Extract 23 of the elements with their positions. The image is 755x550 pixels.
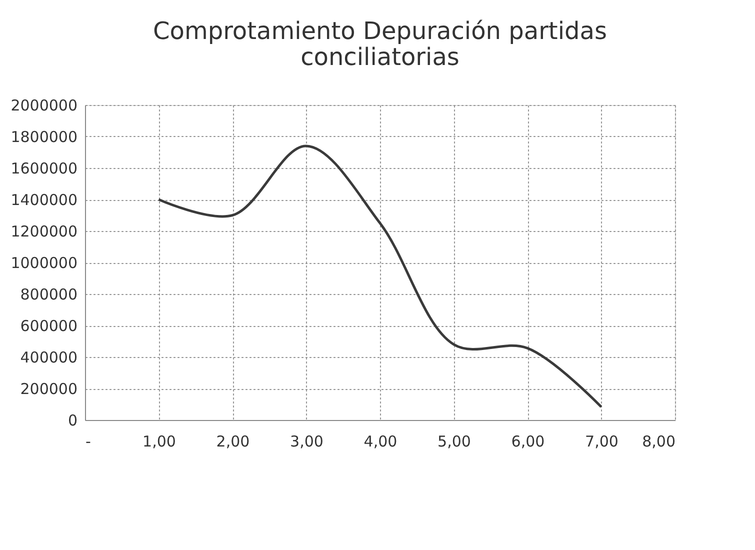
- y-tick-label: 1600000: [10, 160, 78, 178]
- x-tick-label: 7,00: [585, 432, 618, 450]
- y-tick-label: 200000: [20, 380, 78, 398]
- y-tick-label: 600000: [20, 317, 78, 335]
- text: conciliatorias: [300, 43, 460, 71]
- x-tick-label: 3,00: [290, 432, 324, 450]
- y-tick-label: 1800000: [10, 128, 78, 146]
- x-tick-label: 4,00: [364, 432, 398, 450]
- y-tick-label: 2000000: [10, 96, 78, 114]
- x-tick-label: 8,00: [642, 432, 676, 450]
- x-tick-label: 1,00: [142, 432, 176, 450]
- x-tick-label: 6,00: [511, 432, 545, 450]
- y-tick-label: 400000: [20, 348, 78, 366]
- y-tick-label: 0: [68, 412, 78, 430]
- text: Comprotamiento Depuración partidas: [153, 17, 607, 45]
- x-tick-label: -: [86, 432, 91, 450]
- line-series: [158, 144, 602, 408]
- x-tick-label: 2,00: [216, 432, 250, 450]
- y-tick-label: 1200000: [10, 222, 78, 240]
- y-tick-label: 1000000: [10, 254, 78, 272]
- y-tick-label: 800000: [20, 286, 78, 304]
- y-tick-label: 1400000: [10, 191, 78, 209]
- x-tick-label: 5,00: [438, 432, 471, 450]
